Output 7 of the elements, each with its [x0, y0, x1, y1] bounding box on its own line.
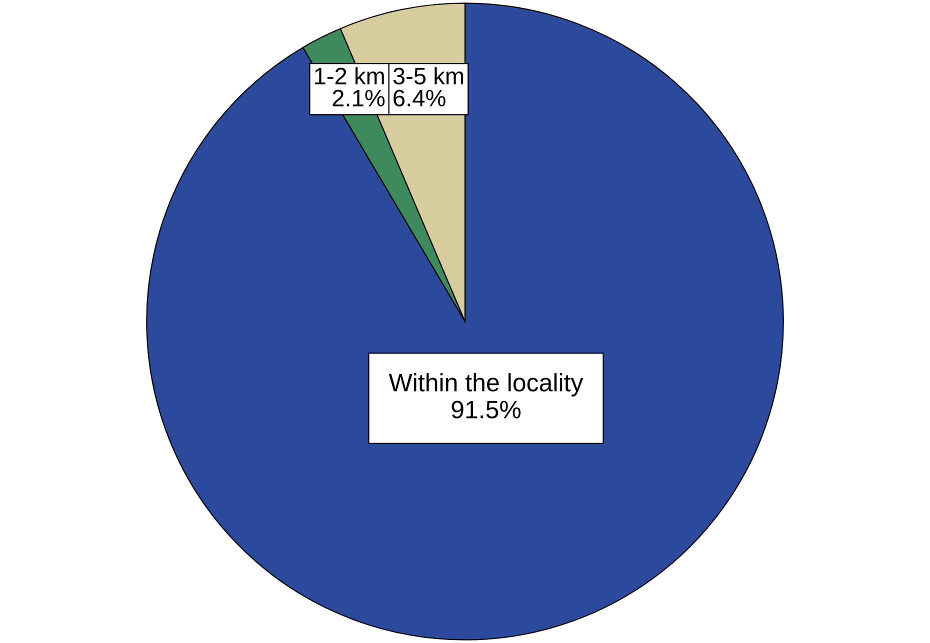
legend-label: 3-5 km: [393, 67, 464, 84]
slice-label: 1-2 km: [315, 67, 384, 84]
slice-label: Within the locality: [388, 373, 584, 396]
pie-slice: [146, 2, 784, 640]
data-label: 6.4%: [394, 90, 446, 106]
data-label: 2.1%: [332, 90, 385, 106]
data-label: 91.5%: [452, 400, 521, 418]
